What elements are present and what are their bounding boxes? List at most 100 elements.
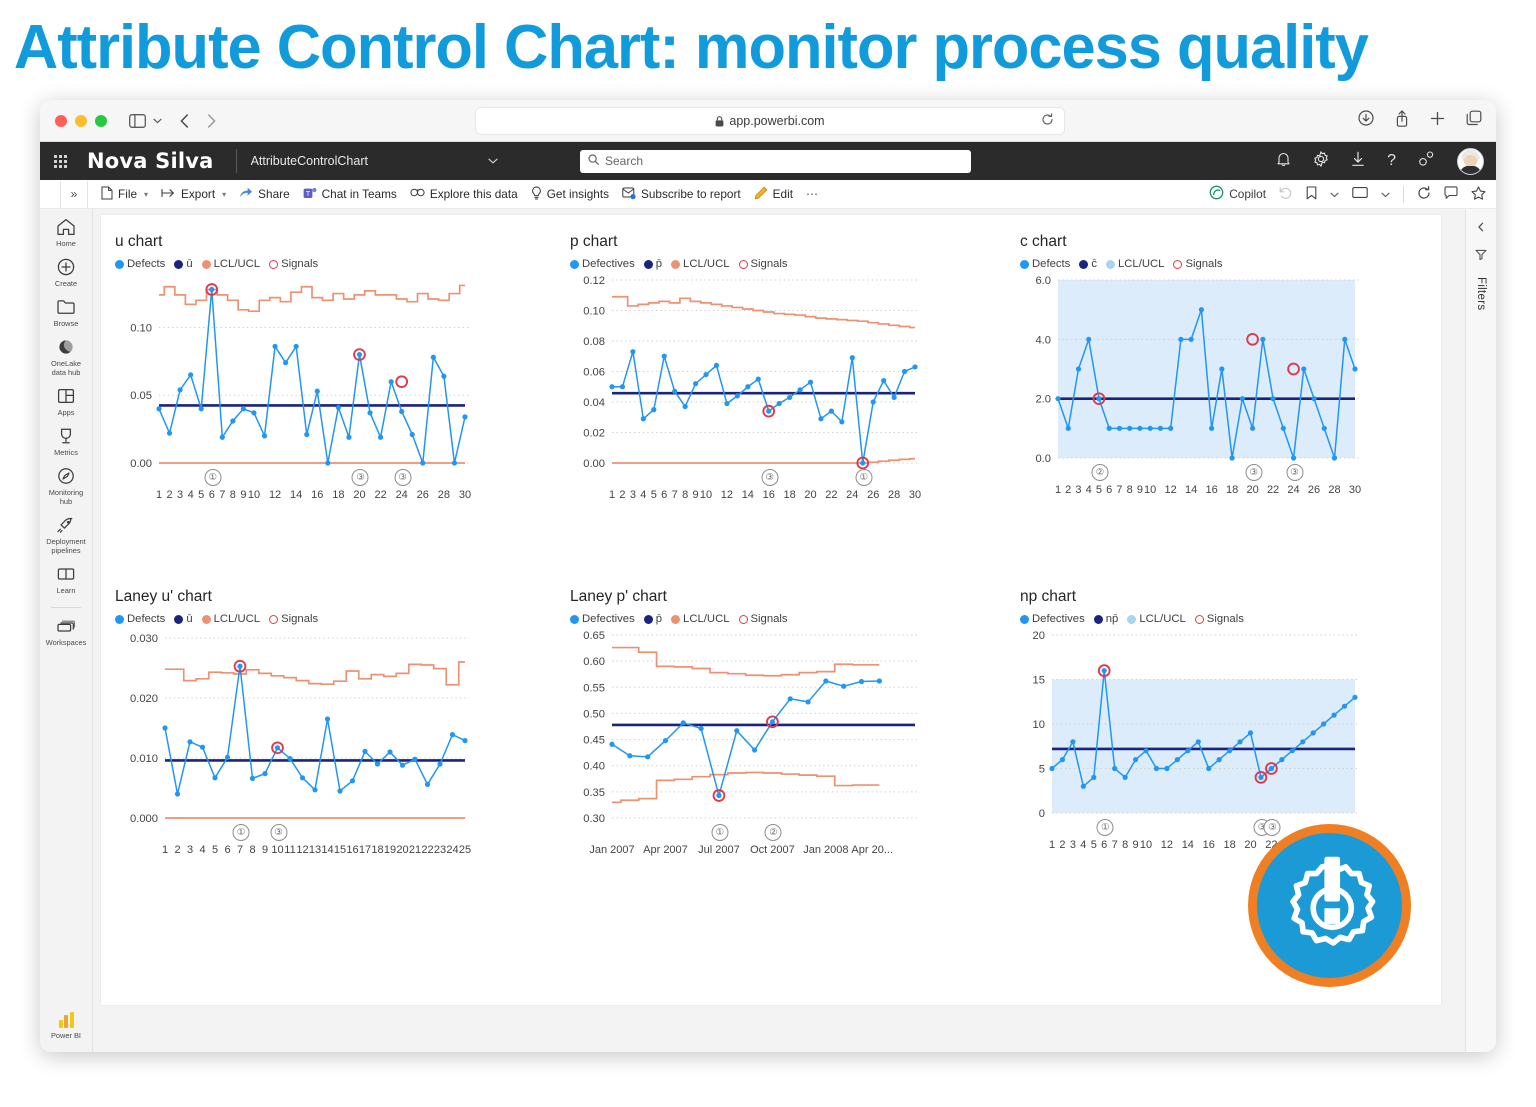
address-bar[interactable]: app.powerbi.com <box>475 107 1065 135</box>
refresh-icon[interactable] <box>1417 185 1431 203</box>
legend-item[interactable]: np̄ <box>1093 613 1118 625</box>
legend-item[interactable]: Signals <box>738 613 788 625</box>
toolbar-item-share[interactable]: Share <box>239 186 290 202</box>
reload-icon[interactable] <box>1041 113 1054 129</box>
favorite-icon[interactable] <box>1471 185 1486 203</box>
filters-panel-collapsed[interactable]: Filters <box>1465 209 1496 1052</box>
chevron-down-icon[interactable]: ▾ <box>222 189 227 199</box>
back-icon[interactable] <box>180 113 189 128</box>
chevron-down-icon[interactable] <box>1381 187 1390 201</box>
powerbi-footer-logo[interactable]: Power BI <box>51 1011 81 1040</box>
view-icon[interactable] <box>1352 186 1368 202</box>
avatar[interactable] <box>1457 147 1484 175</box>
data-point <box>680 720 686 726</box>
copilot-button[interactable]: Copilot <box>1209 185 1266 203</box>
legend-item[interactable]: Defectives <box>1020 613 1085 625</box>
visual-laney-u-chart[interactable]: Laney u' chart Defects ū LCL/UCL Signals 0.00… <box>101 570 556 970</box>
plot-container[interactable]: 0.00 0.02 0.04 0.06 0.08 0.10 0.12 <box>568 274 996 469</box>
legend-item[interactable]: c̄ <box>1079 258 1097 270</box>
sidebar-item-create[interactable]: Create <box>40 257 92 288</box>
visual-p-chart[interactable]: p chart Defectives p̄ LCL/UCL Signals 0.00 0.0… <box>556 215 1006 570</box>
toolbar-item-edit[interactable]: Edit <box>754 186 793 203</box>
legend-label: Signals <box>750 613 788 625</box>
plot-container[interactable]: 0.0 2.0 4.0 6.0 <box>1018 274 1431 464</box>
waffle-icon[interactable] <box>54 154 67 168</box>
sidebar-item-metrics[interactable]: Metrics <box>40 426 92 457</box>
sidebar-item-workspaces[interactable]: Workspaces <box>40 616 92 647</box>
legend-item[interactable]: Signals <box>1194 613 1244 625</box>
legend-item[interactable]: p̄ <box>643 258 662 270</box>
data-point <box>1341 703 1348 709</box>
legend-item[interactable]: Signals <box>738 258 788 270</box>
sidebar-item-browse[interactable]: Browse <box>40 297 92 328</box>
window-controls[interactable] <box>55 114 107 127</box>
toolbar-item-explore-this-data[interactable]: Explore this data <box>410 186 518 202</box>
feedback-icon[interactable] <box>1418 151 1435 171</box>
plot-container[interactable]: 0 5 10 15 20 <box>1018 629 1431 819</box>
sidebar-item-home[interactable]: Home <box>40 217 92 248</box>
legend-item[interactable]: ū <box>174 258 193 270</box>
legend-item[interactable]: Defectives <box>570 613 635 625</box>
expand-nav-button[interactable]: » <box>60 180 88 208</box>
legend-item[interactable]: LCL/UCL <box>201 258 260 270</box>
legend-item[interactable]: LCL/UCL <box>201 613 260 625</box>
help-icon[interactable]: ? <box>1387 152 1396 169</box>
settings-icon[interactable] <box>1313 150 1329 172</box>
new-tab-icon[interactable] <box>1430 111 1445 131</box>
visual-c-chart[interactable]: c chart Defects c̄ LCL/UCL Signals 0.0 2.0 4.0 6… <box>1006 215 1441 570</box>
sidebar-item-learn[interactable]: Learn <box>40 564 92 595</box>
chevron-down-icon[interactable] <box>1330 187 1339 201</box>
legend-item[interactable]: p̄ <box>643 613 662 625</box>
legend-item[interactable]: ū <box>174 613 193 625</box>
downloads-icon[interactable] <box>1358 110 1374 131</box>
forward-icon[interactable] <box>207 113 216 128</box>
legend-item[interactable]: Signals <box>269 613 318 625</box>
legend-item[interactable]: Signals <box>269 258 318 270</box>
chevron-left-icon[interactable] <box>1476 219 1486 237</box>
toolbar-item-chat-in-teams[interactable]: T Chat in Teams <box>303 186 397 203</box>
sidebar-item-deployment-pipelines[interactable]: Deployment pipelines <box>40 515 92 555</box>
chevron-down-icon[interactable] <box>488 155 498 167</box>
plot-container[interactable]: 0.30 0.35 0.40 0.45 0.50 0.55 0.60 0.65 <box>568 629 996 824</box>
signal-marker <box>1246 332 1259 346</box>
toolbar-item-export[interactable]: Export ▾ <box>161 187 226 202</box>
legend-item[interactable]: LCL/UCL <box>1127 613 1186 625</box>
minimize-window-button[interactable] <box>75 114 87 127</box>
sidebar-item-onelake-data-hub[interactable]: OneLake data hub <box>40 337 92 377</box>
legend-item[interactable]: Defects <box>115 258 165 270</box>
share-icon[interactable] <box>1395 109 1409 132</box>
toolbar-item-more[interactable]: ⋯ <box>806 187 818 201</box>
toolbar-item-file[interactable]: File ▾ <box>101 186 148 203</box>
legend-item[interactable]: Defects <box>1020 258 1070 270</box>
notifications-icon[interactable] <box>1276 151 1291 172</box>
visual-laney-p-chart[interactable]: Laney p' chart Defectives p̄ LCL/UCL Signals… <box>556 570 1006 970</box>
sidebar-item-monitoring-hub[interactable]: Monitoring hub <box>40 466 92 506</box>
visual-np-chart[interactable]: np chart Defectives np̄ LCL/UCL Signals 0 5 10 1… <box>1006 570 1441 970</box>
chevron-down-icon[interactable] <box>153 118 162 124</box>
close-window-button[interactable] <box>55 114 67 127</box>
search-input[interactable]: Search <box>580 149 971 173</box>
chevron-down-icon[interactable]: ▾ <box>144 189 149 199</box>
legend-item[interactable]: LCL/UCL <box>671 258 730 270</box>
legend-item[interactable]: Signals <box>1173 258 1223 270</box>
brand-logo[interactable]: Nova Silva <box>87 149 214 173</box>
tab-overview-icon[interactable] <box>1466 110 1482 131</box>
sidebar-toggle-icon[interactable] <box>129 113 146 128</box>
report-name[interactable]: AttributeControlChart <box>250 154 368 168</box>
bookmark-icon[interactable] <box>1306 185 1317 203</box>
plot-container[interactable]: 0.000 0.010 0.020 0.030 <box>113 629 546 824</box>
visual-u-chart[interactable]: u chart Defects ū LCL/UCL Signals 0.00 0.05 0.1… <box>101 215 556 570</box>
plot-container[interactable]: 0.00 0.05 0.10 <box>113 274 546 469</box>
undo-icon[interactable] <box>1279 186 1293 202</box>
legend-item[interactable]: LCL/UCL <box>1105 258 1164 270</box>
legend-item[interactable]: Defectives <box>570 258 635 270</box>
download-icon[interactable] <box>1351 151 1365 172</box>
sidebar-item-apps[interactable]: Apps <box>40 386 92 417</box>
filter-icon[interactable] <box>1475 247 1487 265</box>
comment-icon[interactable] <box>1444 186 1458 202</box>
toolbar-item-get-insights[interactable]: Get insights <box>531 185 609 203</box>
legend-item[interactable]: Defects <box>115 613 165 625</box>
legend-item[interactable]: LCL/UCL <box>671 613 730 625</box>
maximize-window-button[interactable] <box>95 114 107 127</box>
toolbar-item-subscribe-to-report[interactable]: Subscribe to report <box>622 186 741 203</box>
